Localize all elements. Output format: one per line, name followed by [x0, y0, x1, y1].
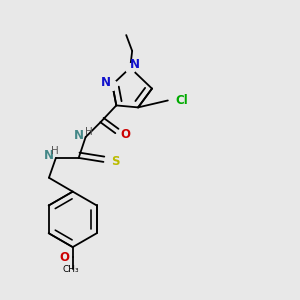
Text: O: O	[60, 251, 70, 265]
Text: Cl: Cl	[175, 94, 188, 107]
Text: N: N	[74, 129, 84, 142]
Text: H: H	[85, 127, 92, 137]
Text: H: H	[51, 146, 59, 156]
Text: N: N	[130, 58, 140, 71]
Text: N: N	[44, 149, 54, 162]
Text: CH₃: CH₃	[62, 266, 79, 274]
Text: O: O	[120, 128, 130, 141]
Text: S: S	[111, 155, 120, 168]
Text: N: N	[100, 76, 110, 89]
